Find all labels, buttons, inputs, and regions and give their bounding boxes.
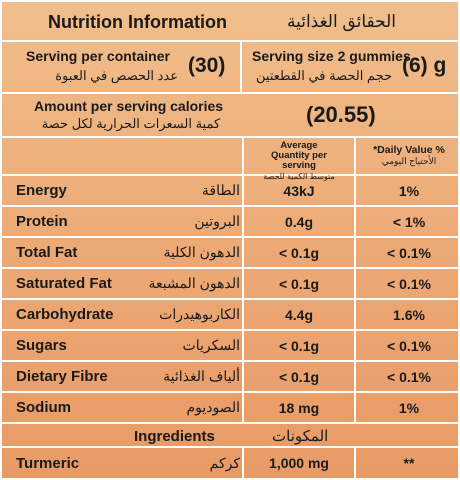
- col-divider-2: [354, 138, 356, 174]
- row-divider: [242, 362, 244, 391]
- serving-per-container-value: (30): [188, 54, 226, 77]
- serving-row: Serving per container عدد الحصص في العبو…: [2, 42, 460, 94]
- ingredients-label-arabic: المكونات: [272, 428, 329, 445]
- page-title-arabic: الحقائق الغذائية: [286, 12, 396, 31]
- row-divider: [242, 238, 244, 267]
- nutrient-daily-value: < 1%: [392, 213, 426, 230]
- row-divider: [242, 393, 244, 422]
- row-divider: [242, 207, 244, 236]
- row-divider: [242, 176, 244, 205]
- nutrient-name: Energy: [16, 182, 67, 199]
- ingredient-name: Turmeric: [16, 454, 80, 472]
- nutrient-name: Dietary Fibre: [16, 368, 108, 385]
- nutrient-row-sugars: Sugars السكريات < 0.1g < 0.1%: [2, 331, 460, 362]
- row-divider: [354, 300, 356, 329]
- nutrient-daily-value: < 0.1%: [387, 368, 431, 385]
- nutrient-quantity: < 0.1g: [278, 337, 320, 354]
- nutrient-name: Protein: [16, 213, 68, 230]
- serving-size-label-arabic: حجم الحصة في القطعتين: [256, 68, 392, 83]
- avg-qty-header-label: Average Quantity per serving: [271, 140, 327, 171]
- row-divider: [354, 331, 356, 360]
- row-divider: [242, 448, 244, 478]
- ingredient-name-arabic: كركم: [209, 454, 240, 471]
- nutrient-row-sodium: Sodium الصوديوم 18 mg 1%: [2, 393, 460, 424]
- nutrient-name: Total Fat: [16, 244, 78, 261]
- nutrient-name: Sugars: [16, 337, 67, 354]
- serving-per-container-label-arabic: عدد الحصص في العبوة: [55, 68, 178, 83]
- avg-qty-header: Average Quantity per serving متوسط الكمي…: [244, 138, 354, 182]
- row-divider: [354, 448, 356, 478]
- calories-row: Amount per serving calories كمية السعرات…: [2, 94, 460, 138]
- nutrient-daily-value: < 0.1%: [387, 244, 431, 261]
- calories-label: Amount per serving calories: [34, 98, 224, 114]
- nutrient-quantity: 18 mg: [278, 399, 320, 416]
- nutrient-daily-value: 1%: [398, 399, 420, 416]
- header-row: Nutrition Information الحقائق الغذائية: [2, 2, 460, 42]
- nutrient-daily-value: 1%: [398, 182, 420, 199]
- ingredient-quantity: 1,000 mg: [269, 455, 329, 471]
- nutrient-daily-value: < 0.1%: [387, 337, 431, 354]
- serving-divider: [240, 42, 242, 92]
- avg-qty-header-label-arabic: متوسط الكمية للحصة: [263, 172, 335, 181]
- nutrient-name-arabic: ألياف الغذائية: [163, 368, 240, 384]
- col-divider-1: [242, 138, 244, 174]
- column-header-row: Average Quantity per serving متوسط الكمي…: [2, 138, 460, 182]
- row-divider: [354, 176, 356, 205]
- nutrient-name: Sodium: [16, 399, 71, 416]
- nutrient-row-carbohydrate: Carbohydrate الكاربوهيدرات 4.4g 1.6%: [2, 300, 460, 331]
- ingredients-header-row: Ingredients المكونات: [2, 424, 460, 448]
- ingredient-row-turmeric: Turmeric كركم 1,000 mg **: [2, 448, 460, 478]
- row-divider: [242, 300, 244, 329]
- nutrient-name-arabic: الصوديوم: [186, 399, 240, 415]
- row-divider: [242, 269, 244, 298]
- calories-value: (20.55): [306, 102, 376, 127]
- nutrient-quantity: 4.4g: [284, 306, 313, 323]
- daily-value-header-label-arabic: الأحتياج اليومي: [381, 156, 437, 166]
- nutrient-quantity: < 0.1g: [278, 244, 320, 261]
- nutrient-name-arabic: السكريات: [182, 337, 240, 353]
- nutrient-name-arabic: الكاربوهيدرات: [159, 306, 240, 322]
- row-divider: [354, 362, 356, 391]
- nutrient-quantity: < 0.1g: [278, 368, 320, 385]
- nutrient-quantity: 43kJ: [283, 182, 315, 199]
- nutrient-row-protein: Protein البروتين 0.4g < 1%: [2, 207, 460, 238]
- nutrient-row-saturated-fat: Saturated Fat الدهون المشبعة < 0.1g < 0.…: [2, 269, 460, 300]
- nutrient-name: Saturated Fat: [16, 275, 112, 292]
- page-title: Nutrition Information: [48, 11, 227, 32]
- nutrient-row-dietary-fibre: Dietary Fibre ألياف الغذائية < 0.1g < 0.…: [2, 362, 460, 393]
- daily-value-header-label: *Daily Value %: [373, 144, 445, 156]
- calories-label-arabic: كمية السعرات الحرارية لكل حصة: [41, 116, 221, 131]
- nutrient-row-energy: Energy الطاقة 43kJ 1%: [2, 176, 460, 207]
- serving-size-value: (6) g: [402, 54, 447, 77]
- nutrient-row-total-fat: Total Fat الدهون الكلية < 0.1g < 0.1%: [2, 238, 460, 269]
- nutrient-name-arabic: البروتين: [194, 213, 240, 229]
- ingredient-daily-value: **: [403, 455, 415, 471]
- row-divider: [242, 331, 244, 360]
- ingredients-label: Ingredients: [134, 427, 215, 445]
- serving-per-container-label: Serving per container: [26, 48, 170, 64]
- nutrient-daily-value: 1.6%: [393, 306, 425, 323]
- serving-size-label: Serving size 2 gummies: [252, 48, 411, 64]
- row-divider: [354, 238, 356, 267]
- nutrient-name-arabic: الدهون الكلية: [163, 244, 240, 260]
- row-divider: [354, 207, 356, 236]
- nutrient-daily-value: < 0.1%: [387, 275, 431, 292]
- row-divider: [354, 269, 356, 298]
- nutrient-quantity: 0.4g: [284, 213, 313, 230]
- nutrient-quantity: < 0.1g: [278, 275, 320, 292]
- nutrient-name-arabic: الطاقة: [201, 182, 240, 198]
- row-divider: [354, 393, 356, 422]
- nutrient-name: Carbohydrate: [16, 306, 114, 323]
- nutrient-name-arabic: الدهون المشبعة: [148, 275, 240, 291]
- daily-value-header: *Daily Value % الأحتياج اليومي: [356, 138, 460, 176]
